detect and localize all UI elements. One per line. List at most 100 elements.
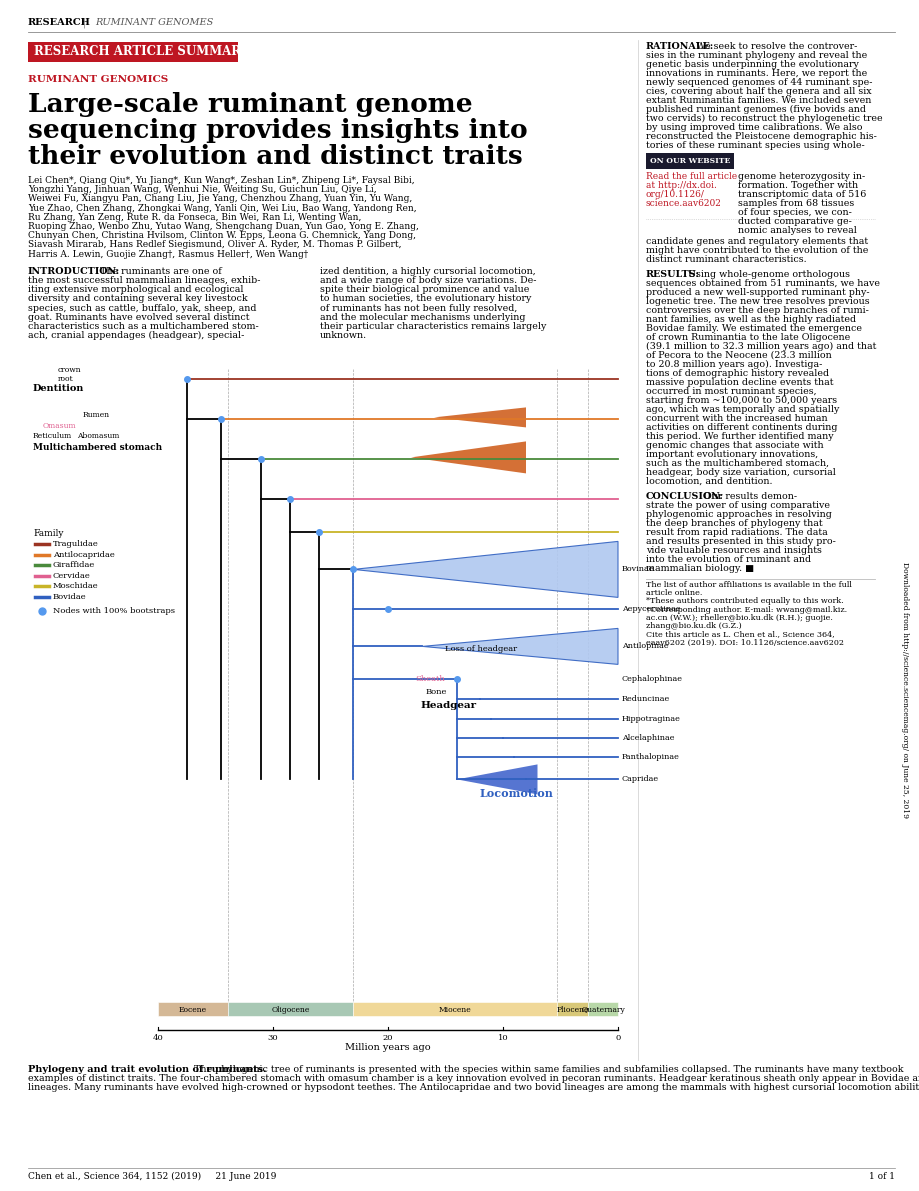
Text: Lei Chen*, Qiang Qiu*, Yu Jiang*, Kun Wang*, Zeshan Lin*, Zhipeng Li*, Faysal Bi: Lei Chen*, Qiang Qiu*, Yu Jiang*, Kun Wa… <box>28 176 414 185</box>
Text: sies in the ruminant phylogeny and reveal the: sies in the ruminant phylogeny and revea… <box>645 51 867 60</box>
Text: at http://dx.doi.: at http://dx.doi. <box>645 181 716 191</box>
Text: Quaternary: Quaternary <box>581 1006 624 1014</box>
Text: their evolution and distinct traits: their evolution and distinct traits <box>28 144 522 169</box>
Text: crown: crown <box>58 367 82 374</box>
Text: cies, covering about half the genera and all six: cies, covering about half the genera and… <box>645 87 870 96</box>
Text: to human societies, the evolutionary history: to human societies, the evolutionary his… <box>320 294 531 304</box>
Text: RUMINANT GENOMES: RUMINANT GENOMES <box>95 18 213 27</box>
Text: RESEARCH ARTICLE SUMMARY: RESEARCH ARTICLE SUMMARY <box>34 45 249 58</box>
Text: candidate genes and regulatory elements that: candidate genes and regulatory elements … <box>645 237 868 247</box>
Text: lineages. Many ruminants have evolved high-crowned or hypsodont teethes. The Ant: lineages. Many ruminants have evolved hi… <box>28 1084 919 1092</box>
Text: and the molecular mechanisms underlying: and the molecular mechanisms underlying <box>320 313 525 322</box>
Text: Cephalophinae: Cephalophinae <box>621 675 682 684</box>
Text: reconstructed the Pleistocene demographic his-: reconstructed the Pleistocene demographi… <box>645 132 876 141</box>
Text: nant families, as well as the highly radiated: nant families, as well as the highly rad… <box>645 314 856 324</box>
Text: Giraffidae: Giraffidae <box>53 561 96 569</box>
Text: zhang@bio.ku.dk (G.Z.): zhang@bio.ku.dk (G.Z.) <box>645 622 741 630</box>
Polygon shape <box>434 407 526 428</box>
Polygon shape <box>422 629 618 665</box>
Text: *These authors contributed equally to this work.: *These authors contributed equally to th… <box>645 598 843 605</box>
Text: †Corresponding author. E-mail: wwang@mail.kiz.: †Corresponding author. E-mail: wwang@mai… <box>645 605 846 613</box>
Text: eaav6202 (2019). DOI: 10.1126/science.aav6202: eaav6202 (2019). DOI: 10.1126/science.aa… <box>645 638 843 647</box>
Text: 20: 20 <box>382 1034 392 1042</box>
Text: Ru Zhang, Yan Zeng, Rute R. da Fonseca, Bin Wei, Ran Li, Wenting Wan,: Ru Zhang, Yan Zeng, Rute R. da Fonseca, … <box>28 213 361 222</box>
Text: Phylogeny and trait evolution of ruminants.: Phylogeny and trait evolution of ruminan… <box>28 1065 267 1074</box>
Text: starting from ~100,000 to 50,000 years: starting from ~100,000 to 50,000 years <box>645 395 836 405</box>
Bar <box>556 1002 587 1016</box>
Text: Yongzhi Yang, Jinhuan Wang, Wenhui Nie, Weiting Su, Guichun Liu, Qiye Li,: Yongzhi Yang, Jinhuan Wang, Wenhui Nie, … <box>28 185 376 194</box>
Text: Reduncinae: Reduncinae <box>621 696 670 704</box>
Text: vide valuable resources and insights: vide valuable resources and insights <box>645 545 821 555</box>
Text: genome heterozygosity in-: genome heterozygosity in- <box>737 172 864 181</box>
Text: Rumen: Rumen <box>83 411 110 419</box>
Text: iting extensive morphological and ecological: iting extensive morphological and ecolog… <box>28 285 244 294</box>
Text: 0: 0 <box>615 1034 620 1042</box>
Text: Headgear: Headgear <box>420 701 476 710</box>
Text: Alcelaphinae: Alcelaphinae <box>621 735 674 742</box>
Text: Ruoping Zhao, Wenbo Zhu, Yutao Wang, Shengchang Duan, Yun Gao, Yong E. Zhang,: Ruoping Zhao, Wenbo Zhu, Yutao Wang, She… <box>28 222 418 231</box>
Text: Antilocapridae: Antilocapridae <box>53 551 115 559</box>
Text: Locomotion: Locomotion <box>480 788 553 799</box>
Text: activities on different continents during: activities on different continents durin… <box>645 423 836 432</box>
Text: unknown.: unknown. <box>320 331 367 341</box>
Text: occurred in most ruminant species,: occurred in most ruminant species, <box>645 387 816 395</box>
Text: Using whole-genome orthologous: Using whole-genome orthologous <box>687 270 849 279</box>
Text: Read the full article: Read the full article <box>645 172 736 181</box>
Text: formation. Together with: formation. Together with <box>737 181 857 191</box>
Text: controversies over the deep branches of rumi-: controversies over the deep branches of … <box>645 306 868 314</box>
Text: sequencing provides insights into: sequencing provides insights into <box>28 118 528 143</box>
Text: ac.cn (W.W.); rheller@bio.ku.dk (R.H.); guojie.: ac.cn (W.W.); rheller@bio.ku.dk (R.H.); … <box>645 613 832 622</box>
Text: We seek to resolve the controver-: We seek to resolve the controver- <box>696 42 857 51</box>
Text: Omasum: Omasum <box>43 423 76 430</box>
Text: produced a new well-supported ruminant phy-: produced a new well-supported ruminant p… <box>645 288 868 297</box>
Text: strate the power of using comparative: strate the power of using comparative <box>645 501 829 510</box>
Bar <box>228 1002 353 1016</box>
Text: Oligocene: Oligocene <box>271 1006 310 1014</box>
Text: important evolutionary innovations,: important evolutionary innovations, <box>645 450 817 459</box>
Polygon shape <box>457 765 537 794</box>
Text: ducted comparative ge-: ducted comparative ge- <box>737 217 851 226</box>
Text: Bovinae: Bovinae <box>621 566 653 573</box>
Text: org/10.1126/: org/10.1126/ <box>645 191 704 199</box>
Text: Pliocene: Pliocene <box>556 1006 588 1014</box>
Text: Weiwei Fu, Xiangyu Pan, Chang Liu, Jie Yang, Chenzhou Zhang, Yuan Yin, Yu Wang,: Weiwei Fu, Xiangyu Pan, Chang Liu, Jie Y… <box>28 194 412 204</box>
Text: ized dentition, a highly cursorial locomotion,: ized dentition, a highly cursorial locom… <box>320 267 535 276</box>
Text: logenetic tree. The new tree resolves previous: logenetic tree. The new tree resolves pr… <box>645 297 868 306</box>
Text: newly sequenced genomes of 44 ruminant spe-: newly sequenced genomes of 44 ruminant s… <box>645 77 871 87</box>
Text: Siavash Mirarab, Hans Redlef Siegismund, Oliver A. Ryder, M. Thomas P. Gilbert,: Siavash Mirarab, Hans Redlef Siegismund,… <box>28 241 401 249</box>
Text: (39.1 million to 32.3 million years ago) and that: (39.1 million to 32.3 million years ago)… <box>645 342 876 351</box>
Text: diversity and containing several key livestock: diversity and containing several key liv… <box>28 294 247 304</box>
Text: Aepycerotinae: Aepycerotinae <box>621 605 680 613</box>
Text: extant Ruminantia families. We included seven: extant Ruminantia families. We included … <box>645 96 870 105</box>
Text: of four species, we con-: of four species, we con- <box>737 208 851 217</box>
Text: tions of demographic history revealed: tions of demographic history revealed <box>645 369 828 378</box>
Text: INTRODUCTION:: INTRODUCTION: <box>28 267 120 276</box>
Text: nomic analyses to reveal: nomic analyses to reveal <box>737 226 856 235</box>
Text: RUMINANT GENOMICS: RUMINANT GENOMICS <box>28 75 168 85</box>
Text: innovations in ruminants. Here, we report the: innovations in ruminants. Here, we repor… <box>645 69 867 77</box>
Text: 1 of 1: 1 of 1 <box>868 1172 894 1181</box>
Text: goat. Ruminants have evolved several distinct: goat. Ruminants have evolved several dis… <box>28 313 249 322</box>
Text: headgear, body size variation, cursorial: headgear, body size variation, cursorial <box>645 468 835 478</box>
Text: result from rapid radiations. The data: result from rapid radiations. The data <box>645 528 827 537</box>
Text: Bone: Bone <box>425 688 447 697</box>
Polygon shape <box>411 442 526 473</box>
Text: Multichambered stomach: Multichambered stomach <box>33 443 162 453</box>
Text: Moschidae: Moschidae <box>53 582 98 591</box>
Text: RESULTS:: RESULTS: <box>645 270 699 279</box>
Text: Bovidae: Bovidae <box>53 593 86 601</box>
Text: the most successful mammalian lineages, exhib-: the most successful mammalian lineages, … <box>28 276 260 285</box>
Text: Eocene: Eocene <box>179 1006 207 1014</box>
Text: locomotion, and dentition.: locomotion, and dentition. <box>645 478 772 486</box>
Text: Harris A. Lewin, Guojie Zhang†, Rasmus Heller†, Wen Wang†: Harris A. Lewin, Guojie Zhang†, Rasmus H… <box>28 250 308 258</box>
Text: phylogenomic approaches in resolving: phylogenomic approaches in resolving <box>645 510 831 519</box>
Text: to 20.8 million years ago). Investiga-: to 20.8 million years ago). Investiga- <box>645 360 822 369</box>
Text: the deep branches of phylogeny that: the deep branches of phylogeny that <box>645 519 822 528</box>
Text: Our results demon-: Our results demon- <box>703 492 796 501</box>
Text: mammalian biology. ■: mammalian biology. ■ <box>645 565 754 573</box>
Text: characteristics such as a multichambered stom-: characteristics such as a multichambered… <box>28 322 258 331</box>
Text: Cite this article as L. Chen et al., Science 364,: Cite this article as L. Chen et al., Sci… <box>645 630 834 638</box>
Text: transcriptomic data of 516: transcriptomic data of 516 <box>737 191 866 199</box>
Text: Family: Family <box>33 530 63 538</box>
Text: sequences obtained from 51 ruminants, we have: sequences obtained from 51 ruminants, we… <box>645 279 879 288</box>
